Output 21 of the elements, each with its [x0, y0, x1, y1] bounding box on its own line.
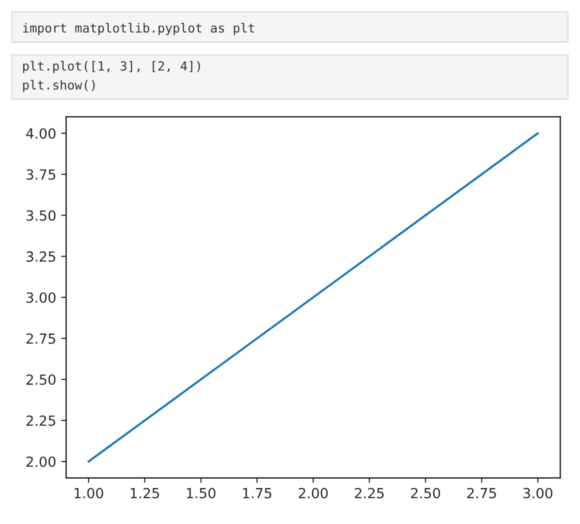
x-tick-label: 2.50	[411, 488, 440, 498]
x-tick-label: 1.25	[130, 488, 159, 498]
x-tick-label: 1.50	[186, 488, 216, 498]
x-tick-label: 2.75	[467, 488, 496, 498]
text: import matplotlib.pyplot as plt	[23, 22, 254, 36]
y-tick-label: 4.00	[26, 128, 56, 139]
y-tick-label: 2.00	[26, 456, 56, 467]
y-tick-label: 3.00	[26, 292, 56, 303]
text: plt.plot([1, 3], [2, 4])	[23, 60, 200, 74]
y-tick-label: 2.25	[26, 415, 56, 426]
x-tick-label: 2.00	[298, 488, 328, 498]
x-tick-label: 2.25	[354, 488, 384, 498]
x-tick-label: 1.75	[243, 488, 272, 498]
y-tick-label: 2.50	[26, 374, 56, 385]
y-tick-label: 3.75	[26, 169, 56, 180]
y-tick-label: 3.50	[26, 210, 56, 221]
y-tick-label: 3.25	[26, 251, 56, 262]
x-tick-label: 1.00	[74, 488, 104, 498]
y-tick-label: 2.75	[26, 333, 56, 344]
x-tick-label: 3.00	[523, 488, 552, 498]
text: plt.show()	[23, 80, 95, 92]
